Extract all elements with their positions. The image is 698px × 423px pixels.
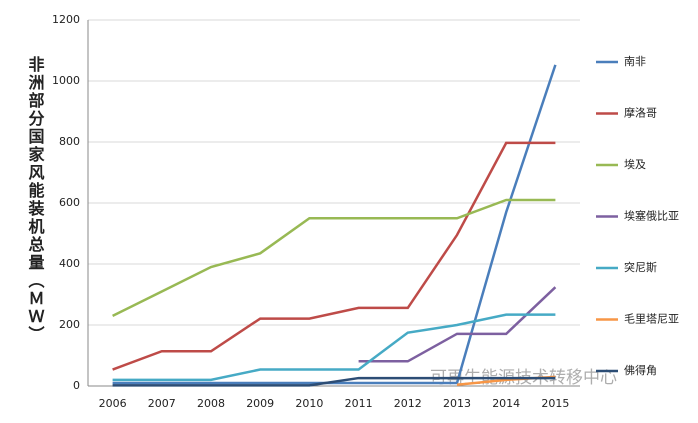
- x-tick-label: 2006: [99, 397, 127, 410]
- legend-label: 埃塞俄比亚: [624, 209, 679, 223]
- y-tick-label: 1200: [52, 13, 80, 26]
- y-axis-label: 非洲部分国家风能装机总量（ＭＷ）: [26, 55, 46, 344]
- x-tick-label: 2013: [443, 397, 471, 410]
- x-tick-label: 2015: [541, 397, 569, 410]
- x-tick-label: 2008: [197, 397, 225, 410]
- y-tick-label: 200: [59, 318, 80, 331]
- series-line: [112, 313, 556, 382]
- y-tick-label: 400: [59, 257, 80, 270]
- legend-label: 毛里塔尼亚: [624, 313, 679, 326]
- legend-label: 摩洛哥: [624, 106, 657, 120]
- x-tick-label: 2012: [394, 397, 422, 410]
- series-line: [112, 198, 556, 317]
- y-tick-label: 0: [73, 379, 80, 392]
- x-tick-label: 2009: [246, 397, 274, 410]
- y-tick-label: 800: [59, 135, 80, 148]
- series-line: [112, 376, 556, 387]
- y-tick-label: 1000: [52, 74, 80, 87]
- series-line: [112, 141, 556, 371]
- x-tick-label: 2011: [345, 397, 373, 410]
- legend-label: 埃及: [624, 157, 646, 171]
- y-tick-label: 600: [59, 196, 80, 209]
- legend-label: 南非: [624, 55, 646, 68]
- legend-label: 突尼斯: [624, 260, 657, 274]
- x-tick-label: 2007: [148, 397, 176, 410]
- x-tick-label: 2014: [492, 397, 520, 410]
- legend-label: 佛得角: [624, 364, 657, 377]
- series-line: [358, 286, 557, 363]
- x-tick-label: 2010: [295, 397, 323, 410]
